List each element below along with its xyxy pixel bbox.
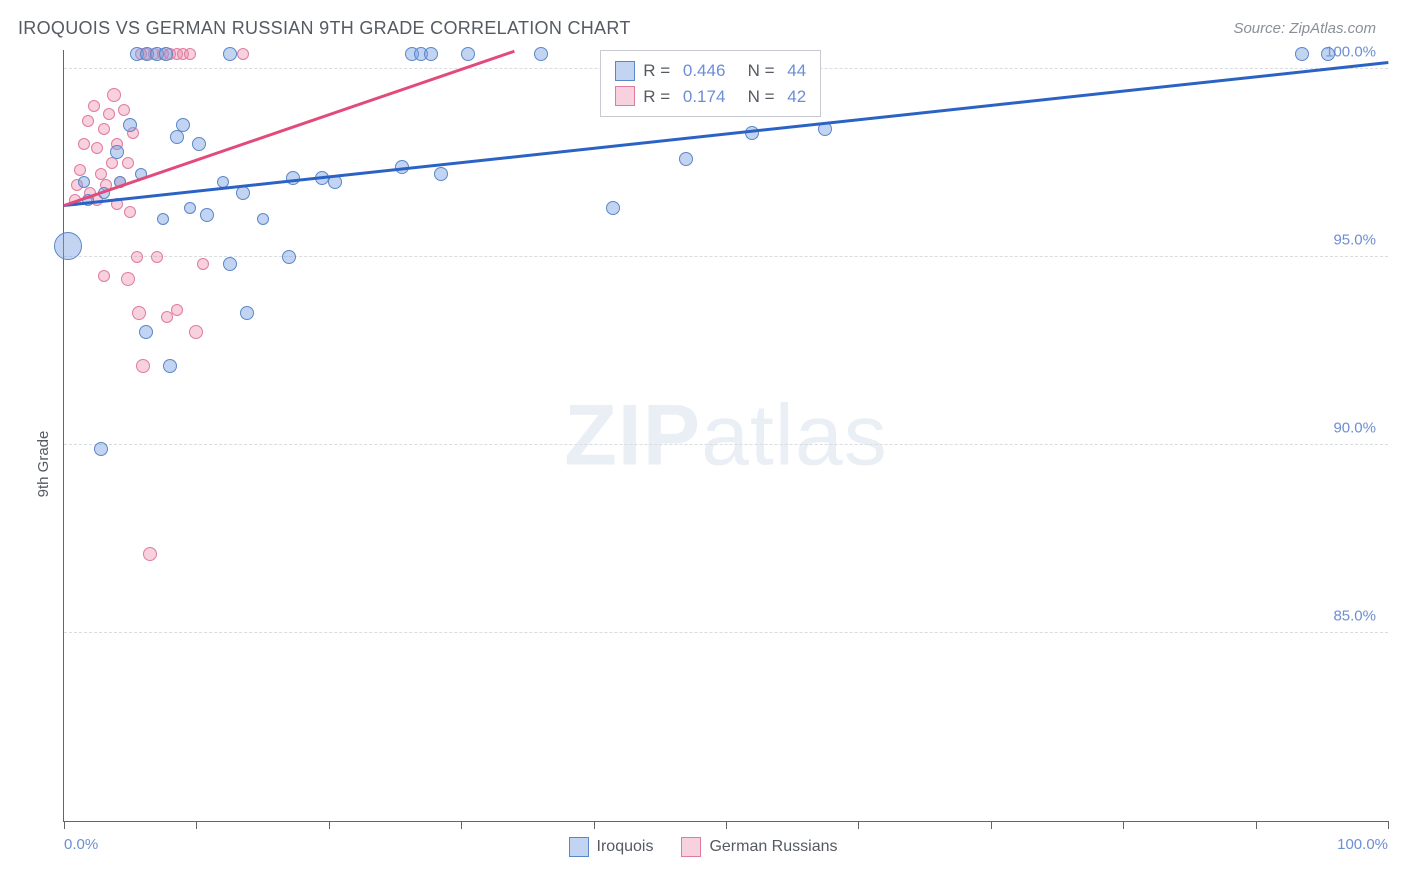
point-series2 xyxy=(184,48,196,60)
point-series2 xyxy=(189,325,203,339)
legend-row: R = 0.174 N = 42 xyxy=(615,84,806,110)
source-label: Source: ZipAtlas.com xyxy=(1233,20,1376,37)
legend-item: German Russians xyxy=(681,837,837,857)
legend-swatch xyxy=(615,61,635,81)
point-series1 xyxy=(434,167,448,181)
x-tick xyxy=(991,821,992,829)
y-axis-label: 9th Grade xyxy=(35,430,52,497)
point-series1 xyxy=(745,126,759,140)
point-series2 xyxy=(88,100,100,112)
point-series2 xyxy=(131,251,143,263)
point-series2 xyxy=(95,168,107,180)
point-series2 xyxy=(143,547,157,561)
legend-text: N = xyxy=(733,58,779,84)
point-series1 xyxy=(223,47,237,61)
point-series1 xyxy=(157,213,169,225)
legend-swatch xyxy=(681,837,701,857)
gridline xyxy=(64,256,1388,257)
point-series2 xyxy=(106,157,118,169)
legend-item: Iroquois xyxy=(569,837,654,857)
x-tick xyxy=(858,821,859,829)
legend-label: Iroquois xyxy=(597,838,654,856)
point-series2 xyxy=(121,272,135,286)
point-series1 xyxy=(236,186,250,200)
legend-text: N = xyxy=(733,84,779,110)
point-series1 xyxy=(534,47,548,61)
point-series2 xyxy=(103,108,115,120)
x-tick xyxy=(594,821,595,829)
point-series2 xyxy=(74,164,86,176)
point-series2 xyxy=(78,138,90,150)
stats-legend-box: R = 0.446 N = 44R = 0.174 N = 42 xyxy=(600,50,821,117)
point-series2 xyxy=(98,270,110,282)
point-series1 xyxy=(163,359,177,373)
x-tick xyxy=(1256,821,1257,829)
point-series1 xyxy=(1321,47,1335,61)
point-series2 xyxy=(132,306,146,320)
point-series2 xyxy=(151,251,163,263)
point-series1 xyxy=(240,306,254,320)
n-value: 42 xyxy=(787,84,806,110)
point-series2 xyxy=(136,359,150,373)
point-series1 xyxy=(78,176,90,188)
point-series1 xyxy=(679,152,693,166)
x-tick xyxy=(64,821,65,829)
point-series1 xyxy=(461,47,475,61)
point-series2 xyxy=(122,157,134,169)
r-value: 0.446 xyxy=(683,58,726,84)
x-tick xyxy=(329,821,330,829)
n-value: 44 xyxy=(787,58,806,84)
gridline xyxy=(64,632,1388,633)
chart-title: IROQUOIS VS GERMAN RUSSIAN 9TH GRADE COR… xyxy=(18,18,631,39)
y-tick-label: 95.0% xyxy=(1333,231,1376,248)
point-series1 xyxy=(257,213,269,225)
point-series1 xyxy=(200,208,214,222)
x-tick xyxy=(196,821,197,829)
point-series2 xyxy=(124,206,136,218)
legend-swatch xyxy=(569,837,589,857)
point-series1 xyxy=(139,325,153,339)
x-tick xyxy=(461,821,462,829)
legend-swatch xyxy=(615,86,635,106)
point-series1 xyxy=(192,137,206,151)
y-tick-label: 90.0% xyxy=(1333,419,1376,436)
point-series1 xyxy=(159,47,173,61)
chart-area: 9th Grade ZIPatlas 85.0%90.0%95.0%100.0%… xyxy=(18,50,1388,877)
x-tick xyxy=(1123,821,1124,829)
x-tick xyxy=(726,821,727,829)
plot-area: ZIPatlas 85.0%90.0%95.0%100.0%0.0%100.0%… xyxy=(63,50,1388,822)
point-series2 xyxy=(107,88,121,102)
x-tick xyxy=(1388,821,1389,829)
point-series1 xyxy=(424,47,438,61)
point-series2 xyxy=(197,258,209,270)
point-series2 xyxy=(82,115,94,127)
y-tick-label: 85.0% xyxy=(1333,607,1376,624)
gridline xyxy=(64,444,1388,445)
point-series1 xyxy=(123,118,137,132)
point-series1 xyxy=(54,232,82,260)
legend-text: R = xyxy=(643,84,675,110)
point-series2 xyxy=(98,123,110,135)
legend-row: R = 0.446 N = 44 xyxy=(615,58,806,84)
point-series1 xyxy=(110,145,124,159)
point-series2 xyxy=(118,104,130,116)
point-series1 xyxy=(1295,47,1309,61)
r-value: 0.174 xyxy=(683,84,726,110)
legend-label: German Russians xyxy=(709,838,837,856)
legend-bottom: Iroquois German Russians xyxy=(18,837,1388,857)
point-series1 xyxy=(606,201,620,215)
point-series1 xyxy=(223,257,237,271)
point-series1 xyxy=(184,202,196,214)
point-series2 xyxy=(237,48,249,60)
point-series1 xyxy=(170,130,184,144)
point-series1 xyxy=(94,442,108,456)
watermark: ZIPatlas xyxy=(564,386,887,485)
legend-text: R = xyxy=(643,58,675,84)
point-series1 xyxy=(282,250,296,264)
point-series2 xyxy=(171,304,183,316)
point-series2 xyxy=(91,142,103,154)
